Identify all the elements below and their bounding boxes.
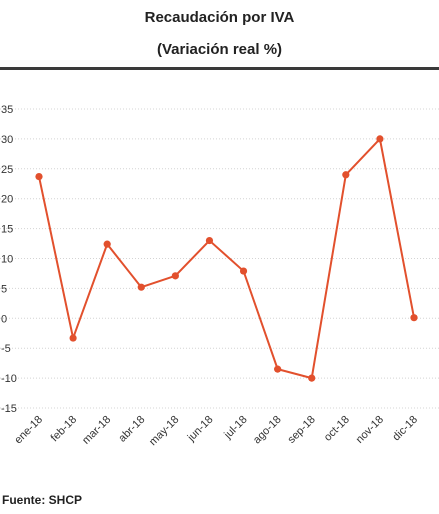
x-tick-label: mar-18 xyxy=(80,414,113,447)
y-tick-label: -10 xyxy=(1,373,17,385)
x-tick-label: ago-18 xyxy=(251,414,284,447)
x-tick-label: jul-18 xyxy=(221,414,249,442)
y-tick-label: -5 xyxy=(1,343,11,355)
data-point xyxy=(35,172,43,181)
y-tick-label: 20 xyxy=(1,194,13,206)
x-tick-label: feb-18 xyxy=(49,414,80,445)
data-point xyxy=(69,334,77,342)
y-tick-label: 30 xyxy=(1,134,13,146)
data-point xyxy=(410,314,418,322)
x-tick-label: dic-18 xyxy=(390,414,420,444)
y-tick-label: 15 xyxy=(1,224,13,236)
x-tick-label: jun-18 xyxy=(185,414,216,445)
x-tick-label: may-18 xyxy=(147,414,181,448)
y-tick-label: -15 xyxy=(1,403,17,415)
data-point xyxy=(205,236,214,245)
y-tick-label: 10 xyxy=(1,254,13,266)
y-tick-label: 25 xyxy=(1,164,13,176)
data-point xyxy=(171,272,179,280)
x-tick-label: ene-18 xyxy=(12,414,45,447)
chart-title: Recaudación por IVA xyxy=(144,9,295,26)
x-tick-label: sep-18 xyxy=(286,414,318,446)
data-point xyxy=(342,171,350,179)
y-tick-label: 5 xyxy=(1,283,7,295)
x-tick-label: oct-18 xyxy=(322,414,352,444)
chart-subtitle: (Variación real %) xyxy=(156,41,283,58)
series-line xyxy=(38,137,415,380)
source-note: Fuente: SHCP xyxy=(2,493,83,507)
header-divider xyxy=(0,67,439,70)
y-tick-label: 0 xyxy=(1,313,7,325)
data-point xyxy=(103,240,111,248)
x-tick-label: abr-18 xyxy=(116,414,147,445)
data-point xyxy=(137,283,145,291)
y-tick-label: 35 xyxy=(1,104,13,116)
x-tick-label: nov-18 xyxy=(354,414,386,446)
data-point xyxy=(308,374,316,382)
data-point xyxy=(239,267,248,275)
data-point xyxy=(274,365,282,373)
data-point xyxy=(376,135,384,143)
